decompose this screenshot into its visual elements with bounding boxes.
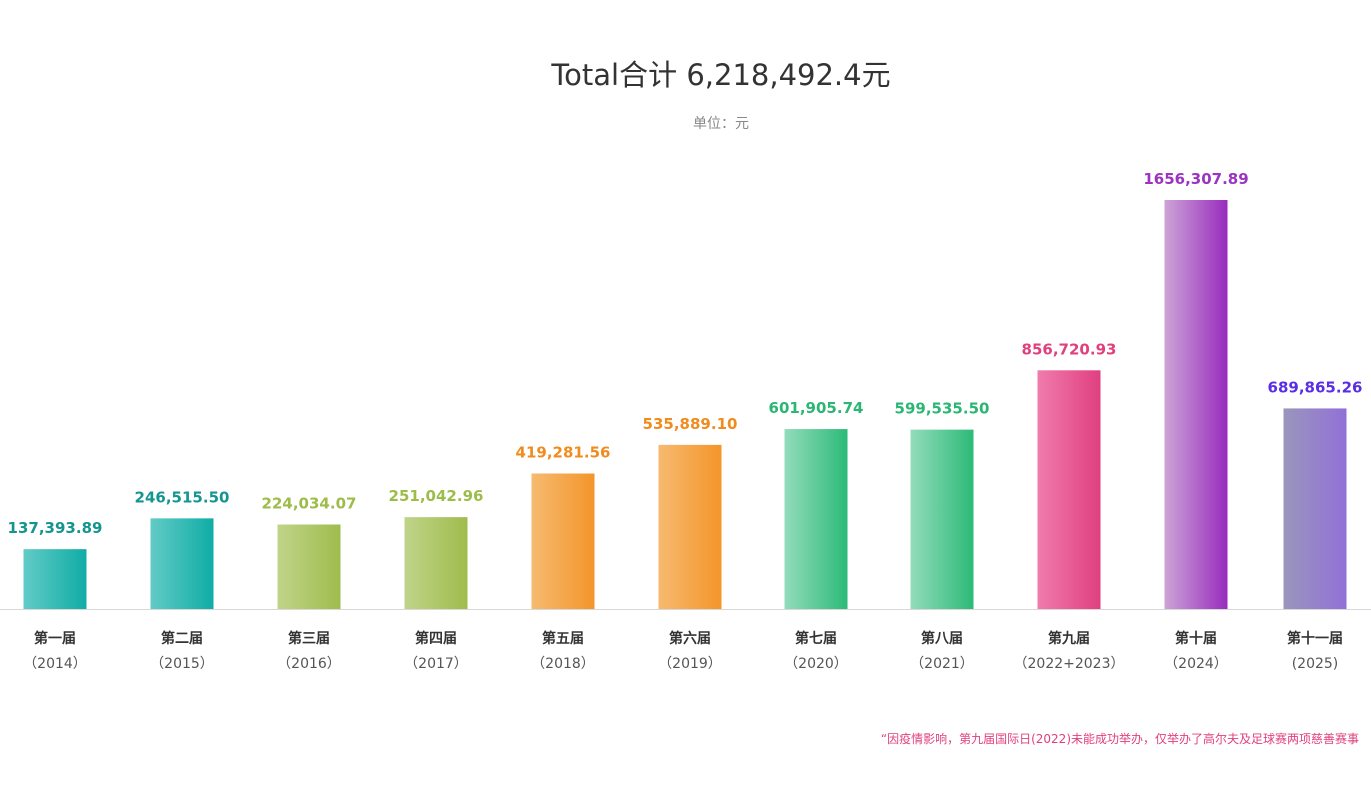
category-label: 第五届 <box>542 630 584 647</box>
category-label: 第八届 <box>921 630 963 647</box>
data-label: 535,889.10 <box>643 415 738 433</box>
bar <box>150 518 214 609</box>
year-label: （2020） <box>784 656 848 672</box>
year-label: （2015） <box>150 656 214 672</box>
bar <box>658 444 722 609</box>
data-label: 601,905.74 <box>769 399 864 417</box>
year-label: （2021） <box>910 656 974 672</box>
bar <box>1283 408 1347 609</box>
category-label: 第三届 <box>288 630 330 647</box>
bar <box>1037 370 1101 609</box>
category-label: 第九届 <box>1048 630 1090 647</box>
year-label: （2018） <box>531 656 595 672</box>
bar <box>531 473 595 609</box>
year-label: （2017） <box>404 656 468 672</box>
data-label: 599,535.50 <box>895 400 990 418</box>
unit-label: 单位：元 <box>693 116 749 132</box>
category-label: 第十一届 <box>1287 630 1343 647</box>
data-label: 689,865.26 <box>1268 378 1363 396</box>
year-label: (2025) <box>1292 656 1339 672</box>
bar <box>23 549 87 609</box>
data-label: 419,281.56 <box>516 444 611 462</box>
category-label: 第十届 <box>1175 630 1217 647</box>
year-label: （2016） <box>277 656 341 672</box>
category-label: 第四届 <box>415 630 457 647</box>
data-label: 856,720.93 <box>1022 340 1117 358</box>
year-label: （2019） <box>658 656 722 672</box>
category-label: 第六届 <box>669 630 711 647</box>
category-label: 第七届 <box>795 630 837 647</box>
data-label: 137,393.89 <box>8 519 103 537</box>
bar <box>404 517 468 609</box>
data-label: 251,042.96 <box>389 487 484 505</box>
category-label: 第一届 <box>34 630 76 647</box>
data-label: 224,034.07 <box>262 495 357 513</box>
year-label: （2014） <box>23 656 87 672</box>
year-label: （2022+2023） <box>1014 656 1125 672</box>
bar <box>910 429 974 609</box>
data-label: 1656,307.89 <box>1143 170 1248 188</box>
data-label: 246,515.50 <box>135 488 230 506</box>
bar <box>784 429 848 609</box>
footnote: “因疫情影响，第九届国际日(2022)未能成功举办，仅举办了高尔夫及足球赛两项慈… <box>880 732 1359 746</box>
chart-title: Total合计 6,218,492.4元 <box>551 58 891 92</box>
bar <box>1164 200 1228 609</box>
category-label: 第二届 <box>161 630 203 647</box>
year-label: （2024） <box>1164 656 1228 672</box>
bar <box>277 524 341 609</box>
